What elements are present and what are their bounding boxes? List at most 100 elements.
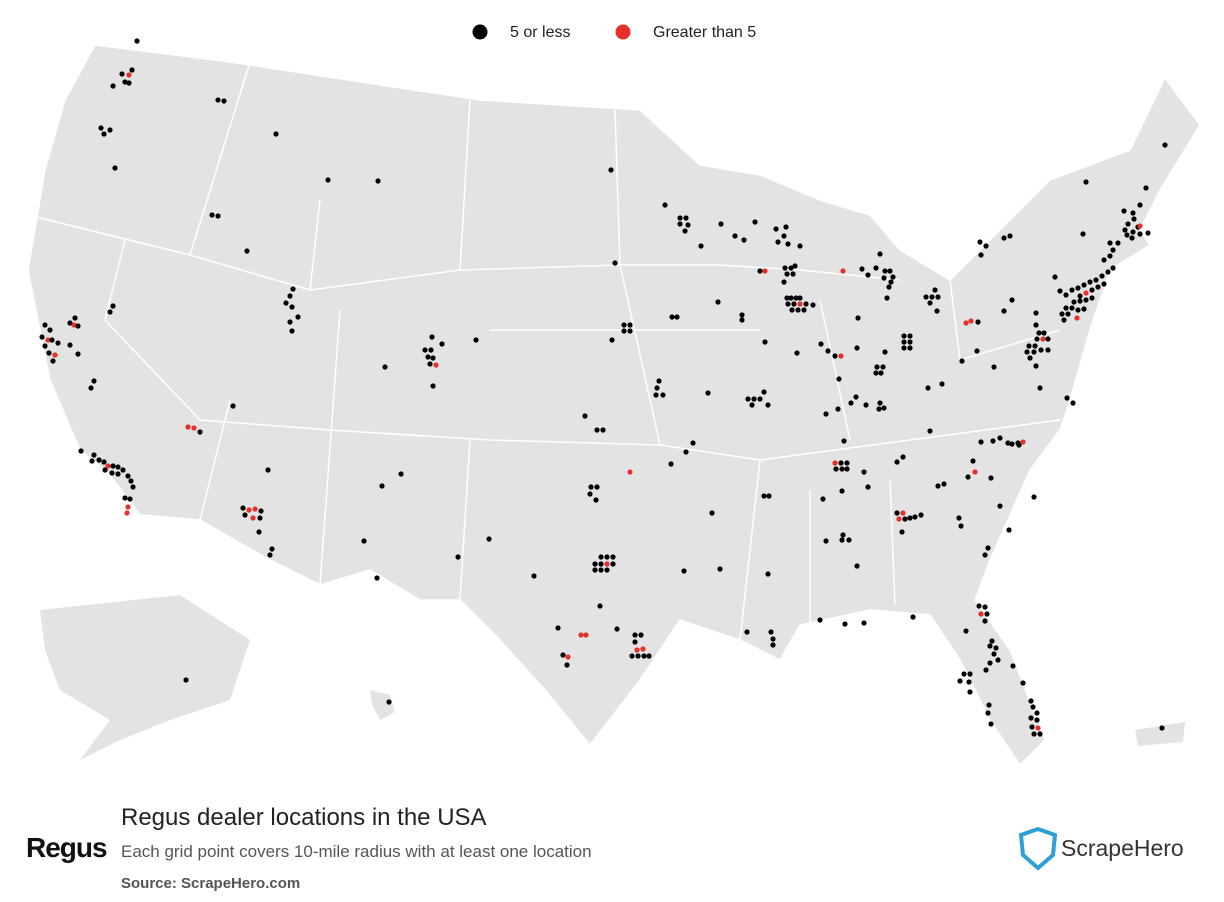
location-dot: [907, 345, 913, 351]
location-dot: [882, 349, 888, 355]
location-dot: [784, 271, 790, 277]
location-dot: [1031, 731, 1037, 737]
location-dot: [246, 507, 252, 513]
location-dot: [1087, 279, 1093, 285]
location-dot: [629, 653, 635, 659]
location-dot: [770, 636, 776, 642]
usa-outline: [27, 44, 1201, 767]
location-dot: [1143, 185, 1149, 191]
location-dot: [610, 561, 616, 567]
subtitle: Each grid point covers 10-mile radius wi…: [121, 842, 592, 861]
location-dot: [681, 568, 687, 574]
location-dot: [766, 493, 772, 499]
location-dot: [820, 496, 826, 502]
location-dot: [107, 127, 113, 133]
location-dot: [1137, 231, 1143, 237]
location-dot: [961, 671, 967, 677]
location-dot: [732, 233, 738, 239]
location-dot: [1115, 240, 1121, 246]
location-dot: [1069, 287, 1075, 293]
location-dot: [398, 471, 404, 477]
location-dot: [1105, 269, 1111, 275]
location-dot: [865, 272, 871, 278]
location-dot: [718, 221, 724, 227]
location-dot: [91, 378, 97, 384]
location-dot: [609, 337, 615, 343]
location-dot: [45, 337, 51, 343]
location-dot: [429, 334, 435, 340]
location-dot: [252, 506, 258, 512]
location-dot: [1010, 663, 1016, 669]
legend: 5 or less Greater than 5: [472, 24, 756, 41]
location-dot: [927, 300, 933, 306]
location-dot: [782, 265, 788, 271]
location-dot: [1145, 230, 1151, 236]
location-dot: [473, 337, 479, 343]
location-dot: [1032, 343, 1038, 349]
location-dot: [1129, 235, 1135, 241]
location-dot: [1031, 349, 1037, 355]
location-dot: [1081, 306, 1087, 312]
location-dot: [134, 38, 140, 44]
location-dot: [1080, 231, 1086, 237]
location-dot: [89, 458, 95, 464]
location-dot: [122, 79, 128, 85]
location-dot: [744, 629, 750, 635]
location-dot: [890, 274, 896, 280]
location-dot: [923, 294, 929, 300]
location-dot: [683, 215, 689, 221]
location-dot: [987, 643, 993, 649]
location-dot: [640, 646, 646, 652]
location-dot: [901, 339, 907, 345]
location-dot: [797, 301, 803, 307]
location-dot: [1009, 297, 1015, 303]
location-dot: [230, 403, 236, 409]
location-dot: [991, 364, 997, 370]
location-dot: [925, 385, 931, 391]
location-dot: [985, 545, 991, 551]
location-dot: [797, 243, 803, 249]
location-dot: [608, 167, 614, 173]
location-dot: [840, 532, 846, 538]
location-dot: [1059, 311, 1065, 317]
legend-label: 5 or less: [510, 24, 570, 41]
location-dot: [975, 319, 981, 325]
location-dot: [835, 406, 841, 412]
location-dot: [565, 654, 571, 660]
location-dot: [1034, 336, 1040, 342]
location-dot: [1075, 285, 1081, 291]
location-dot: [361, 538, 367, 544]
location-dot: [846, 537, 852, 543]
location-dot: [191, 425, 197, 431]
location-dot: [592, 561, 598, 567]
location-dot: [1083, 179, 1089, 185]
location-dot: [838, 460, 844, 466]
location-dot: [842, 621, 848, 627]
location-dot: [455, 554, 461, 560]
location-dot: [797, 295, 803, 301]
location-dot: [965, 474, 971, 480]
location-dot: [578, 632, 584, 638]
location-dot: [1045, 336, 1051, 342]
location-dot: [932, 287, 938, 293]
location-dot: [838, 353, 844, 359]
location-dot: [958, 523, 964, 529]
location-dot: [840, 268, 846, 274]
location-dot: [841, 438, 847, 444]
location-dot: [832, 353, 838, 359]
location-dot: [430, 383, 436, 389]
location-dot: [588, 484, 594, 490]
location-dot: [1031, 494, 1037, 500]
location-dot: [1101, 281, 1107, 287]
location-dot: [983, 667, 989, 673]
location-dot: [874, 364, 880, 370]
location-dot: [844, 460, 850, 466]
location-dot: [265, 467, 271, 473]
location-dot: [698, 243, 704, 249]
location-dot: [1009, 441, 1015, 447]
location-dot: [927, 428, 933, 434]
location-dot: [997, 435, 1003, 441]
location-dot: [102, 467, 108, 473]
location-dot: [325, 177, 331, 183]
location-dot: [257, 515, 263, 521]
